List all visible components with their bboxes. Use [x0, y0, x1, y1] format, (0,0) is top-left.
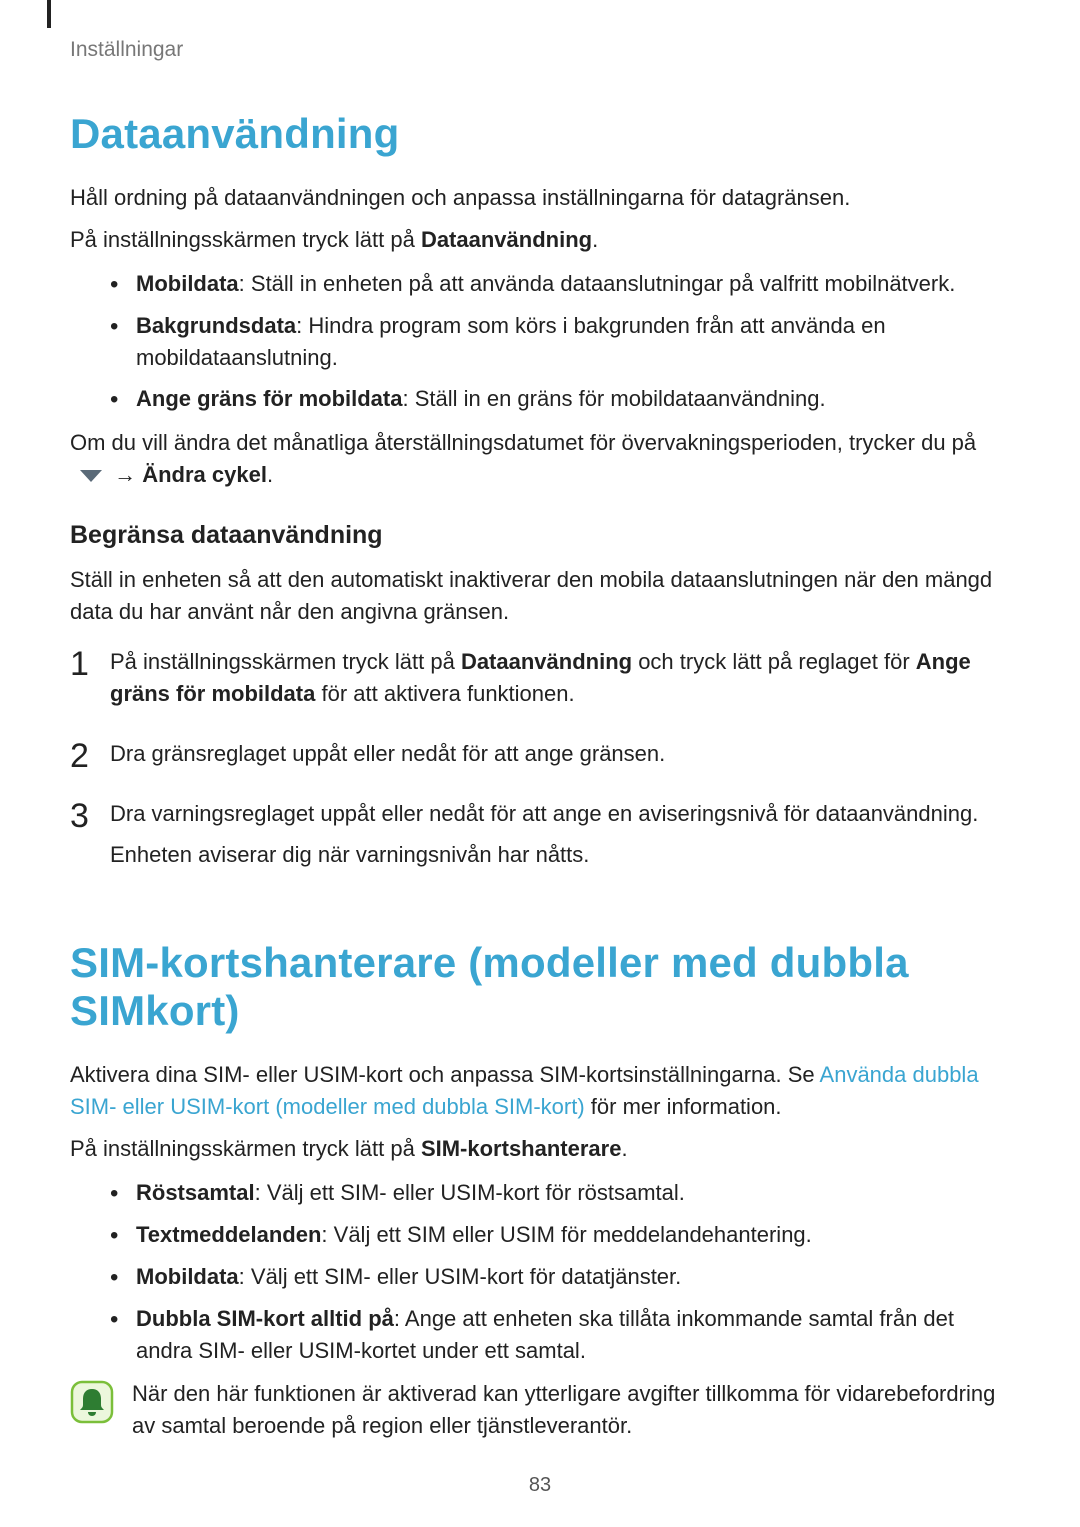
inline-bold: SIM-kortshanterare: [421, 1136, 622, 1161]
list-item-desc: : Välj ett SIM- eller USIM-kort för röst…: [255, 1180, 685, 1205]
text-fragment: På inställningsskärmen tryck lätt på: [70, 1136, 421, 1161]
step-item: 2 Dra gränsreglaget uppåt eller nedåt fö…: [70, 738, 1010, 770]
page: Inställningar Dataanvändning Håll ordnin…: [0, 0, 1080, 1527]
step-item: 3 Dra varningsreglaget uppåt eller nedåt…: [70, 798, 1010, 872]
list-item-term: Mobildata: [136, 1264, 239, 1289]
list-item-term: Ange gräns för mobildata: [136, 386, 402, 411]
list-item: Mobildata: Ställ in enheten på att använ…: [110, 268, 1010, 300]
text-fragment: .: [592, 227, 598, 252]
text-fragment: och tryck lätt på reglaget för: [632, 649, 916, 674]
list-item-desc: : Välj ett SIM- eller USIM-kort för data…: [239, 1264, 682, 1289]
body-text: Om du vill ändra det månatliga återställ…: [70, 427, 1010, 491]
list-item-term: Röstsamtal: [136, 1180, 255, 1205]
text-fragment: .: [621, 1136, 627, 1161]
list-item-desc: : Ställ in enheten på att använda dataan…: [239, 271, 956, 296]
list-item: Dubbla SIM-kort alltid på: Ange att enhe…: [110, 1303, 1010, 1367]
body-text: På inställningsskärmen tryck lätt på Dat…: [70, 224, 1010, 256]
text-fragment: Om du vill ändra det månatliga återställ…: [70, 430, 976, 455]
text-fragment: Enheten aviserar dig när varningsnivån h…: [110, 839, 1010, 871]
body-text: Aktivera dina SIM- eller USIM-kort och a…: [70, 1059, 1010, 1123]
note-text: När den här funktionen är aktiverad kan …: [132, 1378, 1010, 1442]
body-text: På inställningsskärmen tryck lätt på SIM…: [70, 1133, 1010, 1165]
text-fragment: .: [267, 462, 273, 487]
step-number: 2: [70, 732, 89, 781]
inline-bold: Dataanvändning: [421, 227, 592, 252]
list-item-term: Bakgrundsdata: [136, 313, 296, 338]
body-text: Ställ in enheten så att den automatiskt …: [70, 564, 1010, 628]
section-gap: [70, 899, 1010, 939]
inline-bold: Ändra cykel: [142, 462, 267, 487]
list-item: Bakgrundsdata: Hindra program som körs i…: [110, 310, 1010, 374]
bullet-list: Mobildata: Ställ in enheten på att använ…: [70, 268, 1010, 416]
list-item: Textmeddelanden: Välj ett SIM eller USIM…: [110, 1219, 1010, 1251]
text-fragment: På inställningsskärmen tryck lätt på: [70, 227, 421, 252]
list-item: Ange gräns för mobildata: Ställ in en gr…: [110, 383, 1010, 415]
subheading-begransa: Begränsa dataanvändning: [70, 521, 1010, 550]
text-fragment: På inställningsskärmen tryck lätt på: [110, 649, 461, 674]
text-fragment: Dra varningsreglaget uppåt eller nedåt f…: [110, 798, 1010, 830]
page-tab-marker: [47, 0, 51, 28]
list-item-term: Dubbla SIM-kort alltid på: [136, 1306, 394, 1331]
text-fragment: →: [108, 462, 142, 487]
section-title-dataanvandning: Dataanvändning: [70, 110, 1010, 158]
step-body: Dra varningsreglaget uppåt eller nedåt f…: [110, 798, 1010, 872]
step-number: 1: [70, 640, 89, 689]
bullet-list: Röstsamtal: Välj ett SIM- eller USIM-kor…: [70, 1177, 1010, 1366]
text-fragment: Dra gränsreglaget uppåt eller nedåt för …: [110, 738, 1010, 770]
text-fragment: för mer information.: [585, 1094, 782, 1119]
note-callout: När den här funktionen är aktiverad kan …: [70, 1378, 1010, 1442]
numbered-steps: 1 På inställningsskärmen tryck lätt på D…: [70, 646, 1010, 871]
step-number: 3: [70, 792, 89, 841]
list-item-term: Textmeddelanden: [136, 1222, 321, 1247]
text-fragment: Aktivera dina SIM- eller USIM-kort och a…: [70, 1062, 820, 1087]
step-body: Dra gränsreglaget uppåt eller nedåt för …: [110, 738, 1010, 770]
page-number: 83: [0, 1474, 1080, 1497]
inline-bold: Dataanvändning: [461, 649, 632, 674]
text-fragment: för att aktivera funktionen.: [315, 681, 574, 706]
list-item-desc: : Ställ in en gräns för mobildataanvändn…: [402, 386, 825, 411]
step-item: 1 På inställningsskärmen tryck lätt på D…: [70, 646, 1010, 710]
step-body: På inställningsskärmen tryck lätt på Dat…: [110, 646, 1010, 710]
body-text: Håll ordning på dataanvändningen och anp…: [70, 182, 1010, 214]
section-title-simkortshanterare: SIM-kortshanterare (modeller med dubbla …: [70, 939, 1010, 1035]
dropdown-icon: [78, 468, 104, 484]
list-item: Röstsamtal: Välj ett SIM- eller USIM-kor…: [110, 1177, 1010, 1209]
breadcrumb: Inställningar: [70, 38, 1010, 62]
note-icon: [70, 1380, 114, 1429]
list-item: Mobildata: Välj ett SIM- eller USIM-kort…: [110, 1261, 1010, 1293]
list-item-term: Mobildata: [136, 271, 239, 296]
list-item-desc: : Välj ett SIM eller USIM för meddelande…: [321, 1222, 811, 1247]
